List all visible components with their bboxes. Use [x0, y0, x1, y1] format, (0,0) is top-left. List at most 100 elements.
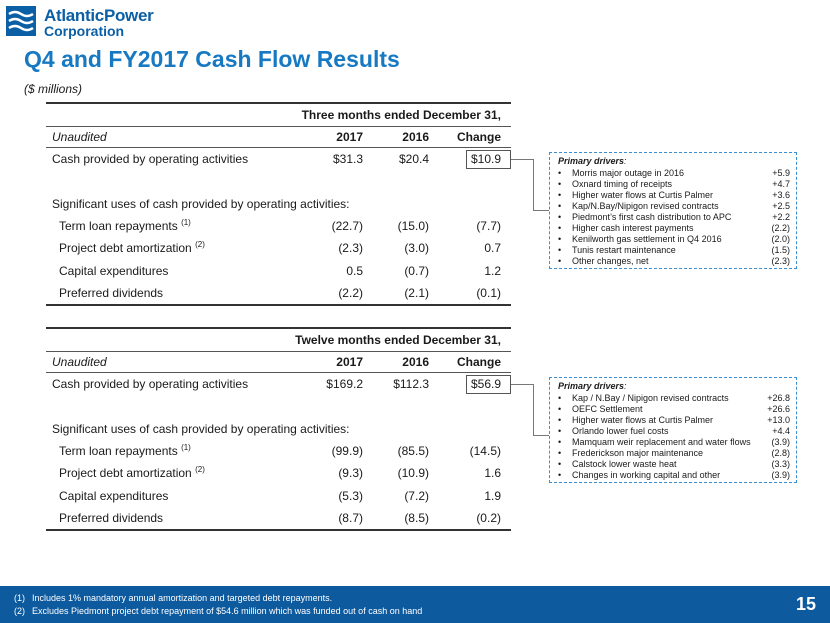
cell-2016: (85.5): [397, 444, 429, 458]
cell-2017: (22.7): [331, 219, 363, 233]
cell-change: 0.7: [484, 241, 501, 255]
uses-heading-row: Significant uses of cash provided by ope…: [46, 420, 511, 438]
connector-line: [533, 435, 549, 436]
cell-2017: (5.3): [338, 489, 363, 503]
cell-change: 1.2: [484, 264, 501, 278]
table-header-row: Unaudited 2017 2016 Change: [46, 353, 511, 371]
drivers-heading: Primary drivers:: [558, 156, 627, 166]
page-number: 15: [795, 594, 816, 614]
row-label: Capital expenditures: [59, 264, 169, 278]
cell-2016: (10.9): [397, 466, 429, 480]
operating-row: Cash provided by operating activities $3…: [46, 150, 511, 168]
list-item: • Calstock lower waste heat (3.3): [558, 459, 790, 469]
table-row: Capital expenditures 0.5 (0.7) 1.2: [46, 262, 511, 280]
row-label: Preferred dividends: [59, 286, 164, 300]
cell-2017: (8.7): [338, 511, 363, 525]
list-item: • Kap/N.Bay/Nipigon revised contracts +2.5: [558, 201, 790, 211]
list-item: • Morris major outage in 2016 +5.9: [558, 168, 790, 178]
table-bottom-rule: [46, 304, 511, 306]
table-top-rule: [46, 327, 511, 329]
period-header: Three months ended December 31,: [301, 108, 501, 122]
table-period-row: Twelve months ended December 31,: [46, 331, 511, 349]
cell-2017: (2.2): [338, 286, 363, 300]
col-change: Change: [456, 130, 501, 144]
cell-change: $56.9: [470, 377, 501, 391]
row-label: Project debt amortization (2): [59, 240, 205, 256]
footer-bar: (1) Includes 1% mandatory annual amortiza…: [0, 586, 830, 623]
connector-line: [511, 159, 533, 160]
connector-line: [533, 159, 534, 210]
list-item: • Mamquam weir replacement and water flow…: [558, 437, 790, 447]
table-rule: [46, 351, 511, 352]
cell-2016: $112.3: [393, 377, 429, 391]
year-drivers-box: Primary drivers: • Kap / N.Bay / Nipigon …: [549, 377, 797, 483]
table-row: Capital expenditures (5.3) (7.2) 1.9: [46, 487, 511, 505]
list-item: • Higher water flows at Curtis Palmer +3.6: [558, 190, 790, 200]
cell-change: (7.7): [476, 219, 501, 233]
table-row: Preferred dividends (8.7) (8.5) (0.2): [46, 509, 511, 527]
col-2016: 2016: [402, 355, 429, 369]
highlight-box: [466, 150, 511, 169]
table-row: Project debt amortization (2) (2.3) (3.0…: [46, 239, 511, 257]
cell-2017: $169.2: [326, 377, 363, 391]
logo-name: AtlanticPower: [44, 6, 154, 25]
cell-change: 1.6: [484, 466, 501, 480]
cell-2017: 0.5: [346, 264, 363, 278]
connector-line: [533, 210, 549, 211]
table-row: Term loan repayments (1) (22.7) (15.0) (…: [46, 217, 511, 235]
table-top-rule: [46, 102, 511, 104]
list-item: • Orlando lower fuel costs +4.4: [558, 426, 790, 436]
list-item: • Kap / N.Bay / Nipigon revised contracts…: [558, 393, 790, 403]
col-unaudited: Unaudited: [52, 130, 107, 144]
row-label: Cash provided by operating activities: [52, 152, 249, 166]
row-label: Cash provided by operating activities: [52, 377, 249, 391]
table-header-row: Unaudited 2017 2016 Change: [46, 128, 511, 146]
row-label: Project debt amortization (2): [59, 465, 205, 481]
col-change: Change: [456, 355, 501, 369]
row-label: Capital expenditures: [59, 489, 169, 503]
highlight-box: [466, 375, 511, 394]
table-row: Preferred dividends (2.2) (2.1) (0.1): [46, 284, 511, 302]
table-row: Project debt amortization (2) (9.3) (10.…: [46, 464, 511, 482]
connector-line: [533, 384, 534, 435]
col-2017: 2017: [336, 355, 363, 369]
row-label: Preferred dividends: [59, 511, 164, 525]
list-item: • OEFC Settlement +26.6: [558, 404, 790, 414]
cell-change: (0.1): [476, 286, 501, 300]
cell-2016: (15.0): [397, 219, 429, 233]
table-period-row: Three months ended December 31,: [46, 106, 511, 124]
connector-line: [511, 384, 533, 385]
cell-change: (0.2): [476, 511, 501, 525]
col-unaudited: Unaudited: [52, 355, 107, 369]
wave-logo-icon: [6, 6, 36, 36]
cell-2016: (0.7): [404, 264, 429, 278]
table-rule: [46, 372, 511, 373]
uses-label: Significant uses of cash provided by ope…: [52, 422, 350, 436]
cell-change: 1.9: [484, 489, 501, 503]
list-item: • Tunis restart maintenance (1.5): [558, 245, 790, 255]
company-logo: AtlanticPower Corporation: [6, 4, 154, 39]
page-title: Q4 and FY2017 Cash Flow Results: [24, 46, 400, 72]
table-bottom-rule: [46, 529, 511, 531]
list-item: • Oxnard timing of receipts +4.7: [558, 179, 790, 189]
list-item: • Other changes, net (2.3): [558, 256, 790, 266]
list-item: • Higher water flows at Curtis Palmer +13.…: [558, 415, 790, 425]
cell-2016: $20.4: [398, 152, 429, 166]
uses-label: Significant uses of cash provided by ope…: [52, 197, 350, 211]
cell-change: $10.9: [470, 152, 501, 166]
cell-2017: (99.9): [331, 444, 363, 458]
logo-subname: Corporation: [44, 23, 125, 39]
cell-2016: (7.2): [404, 489, 429, 503]
list-item: • Kenilworth gas settlement in Q4 2016 (2.…: [558, 234, 790, 244]
cell-2017: (2.3): [338, 241, 363, 255]
page-subtitle: ($ millions): [24, 82, 83, 96]
list-item: • Piedmont’s first cash distribution to A…: [558, 212, 790, 222]
quarter-drivers-box: Primary drivers: • Morris major outage in…: [549, 152, 797, 269]
cell-change: (14.5): [469, 444, 501, 458]
cell-2017: $31.3: [332, 152, 363, 166]
uses-heading-row: Significant uses of cash provided by ope…: [46, 195, 511, 213]
cell-2016: (8.5): [404, 511, 429, 525]
cell-2016: (3.0): [404, 241, 429, 255]
footnote-2: (2) Excludes Piedmont project debt repaym…: [14, 606, 423, 616]
drivers-heading: Primary drivers:: [558, 381, 627, 391]
